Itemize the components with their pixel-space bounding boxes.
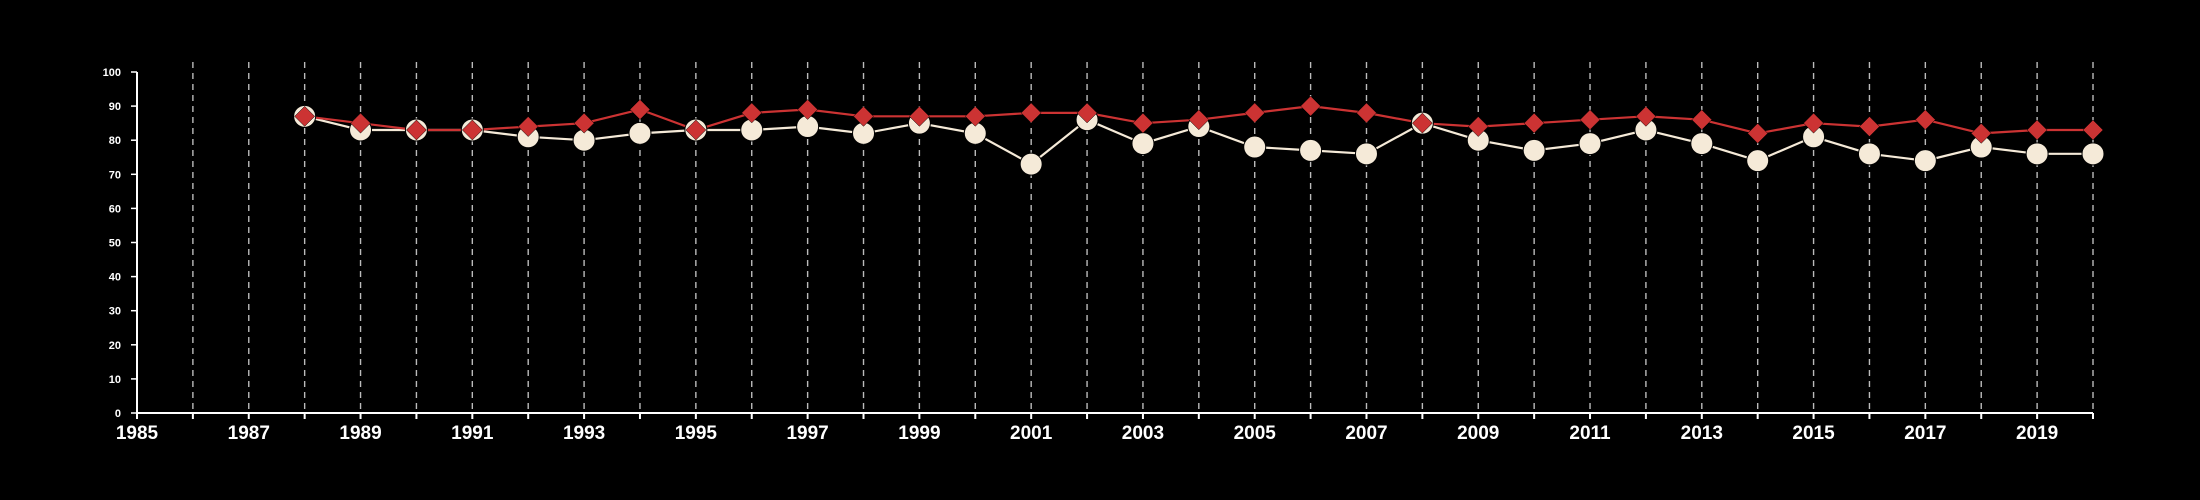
x-tick-label-1993: 1993	[563, 423, 605, 444]
y-tick-label-80: 80	[109, 135, 121, 147]
diamond-point-2008	[1412, 112, 1433, 134]
y-tick-label-90: 90	[109, 101, 121, 113]
x-tick-label-1989: 1989	[339, 423, 381, 444]
circle-point-2010	[1522, 138, 1546, 162]
x-tick-label-1987: 1987	[228, 423, 270, 444]
y-tick-label-50: 50	[109, 238, 121, 250]
diamond-point-2010	[1523, 112, 1545, 134]
x-tick-label-2015: 2015	[1792, 423, 1835, 444]
diamond-point-1991	[461, 119, 483, 141]
diamond-point-1996	[741, 102, 763, 124]
x-tick-label-2001: 2001	[1010, 423, 1053, 444]
diamond-point-1995	[685, 119, 707, 141]
x-tick-label-1991: 1991	[451, 423, 494, 444]
x-tick-label-2005: 2005	[1234, 423, 1277, 444]
diamond-point-2001	[1020, 102, 1042, 124]
circle-point-2014	[1746, 149, 1770, 173]
x-tick-label-1985: 1985	[116, 423, 159, 444]
circle-point-2011	[1578, 132, 1602, 156]
circle-point-2006	[1299, 138, 1323, 162]
tick-labels: 0 10 20 30 40 50 60 70 80 90 100 1985 1987 1989 1991 19…	[103, 67, 2059, 444]
x-tick-label-1995: 1995	[675, 423, 718, 444]
diamond-point-1993	[573, 112, 595, 134]
diamond-point-2002	[1076, 102, 1098, 124]
diamond-point-2013	[1691, 109, 1713, 131]
x-tick-label-2009: 2009	[1457, 423, 1499, 444]
diamond-point-2020	[2082, 119, 2104, 141]
circle-point-2020	[2081, 142, 2105, 166]
y-tick-label-100: 100	[103, 67, 121, 79]
x-tick-label-1997: 1997	[786, 423, 828, 444]
diamond-point-1998	[853, 105, 874, 127]
y-tick-label-60: 60	[109, 203, 121, 215]
diamond-point-1988	[294, 105, 316, 127]
diamond-point-2012	[1635, 105, 1657, 127]
y-tick-label-30: 30	[109, 306, 121, 318]
diamond-point-1999	[909, 105, 930, 127]
circle-point-2001	[1019, 152, 1043, 176]
diamond-point-2017	[1914, 109, 1936, 131]
series-markers	[293, 95, 2105, 176]
diamond-point-2016	[1859, 116, 1880, 137]
diamond-point-2011	[1579, 109, 1601, 131]
y-tick-label-20: 20	[109, 340, 121, 352]
diamond-point-2005	[1244, 102, 1266, 124]
diamond-point-2006	[1300, 95, 1321, 117]
circle-point-2019	[2025, 142, 2049, 166]
x-tick-label-2011: 2011	[1569, 423, 1611, 444]
y-tick-label-0: 0	[115, 408, 121, 420]
diamond-point-1989	[350, 112, 371, 134]
circle-point-2003	[1131, 132, 1155, 156]
diamond-point-1997	[797, 99, 818, 120]
y-tick-label-10: 10	[109, 374, 121, 386]
circle-point-2017	[1913, 149, 1937, 173]
x-tick-label-2003: 2003	[1122, 423, 1164, 444]
diamond-point-2007	[1356, 102, 1377, 124]
circle-point-1994	[628, 121, 652, 145]
x-tick-label-2013: 2013	[1681, 423, 1723, 444]
diamond-point-1992	[517, 116, 539, 137]
circle-point-2005	[1243, 135, 1267, 159]
diamond-point-2003	[1132, 112, 1154, 134]
y-tick-label-40: 40	[109, 272, 121, 284]
diamond-point-1994	[629, 99, 651, 120]
circle-point-2007	[1354, 142, 1378, 166]
diamond-point-2014	[1747, 123, 1769, 144]
x-tick-label-2019: 2019	[2016, 423, 2058, 444]
diamond-point-2000	[964, 105, 986, 127]
diamond-point-2015	[1803, 112, 1824, 134]
diamond-point-1990	[406, 119, 427, 141]
diamond-point-2004	[1188, 109, 1210, 131]
circle-point-2016	[1857, 142, 1881, 166]
axes	[131, 71, 2094, 419]
circle-point-2013	[1690, 132, 1714, 156]
x-tick-label-2017: 2017	[1904, 423, 1946, 444]
diamond-point-2019	[2026, 119, 2048, 141]
diamond-point-2018	[1970, 123, 1992, 144]
x-tick-label-1999: 1999	[898, 423, 940, 444]
y-tick-label-70: 70	[109, 169, 121, 181]
diamond-point-2009	[1467, 116, 1489, 137]
x-tick-label-2007: 2007	[1345, 423, 1387, 444]
